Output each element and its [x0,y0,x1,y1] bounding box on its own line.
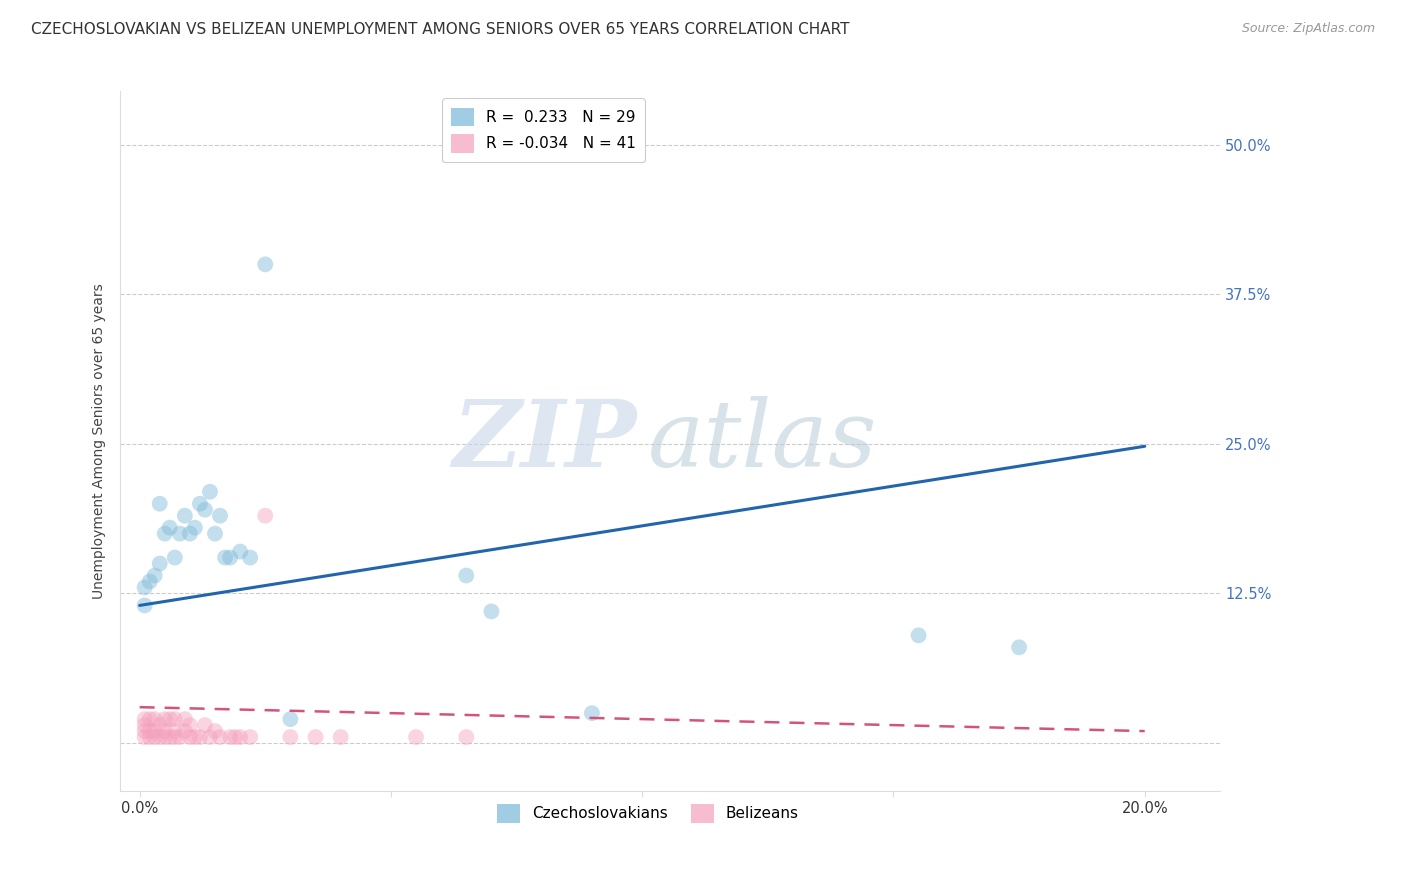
Point [329,730,352,744]
Point [153,526,176,541]
Point [456,730,478,744]
Point [208,508,231,523]
Point [134,724,156,739]
Point [163,550,186,565]
Point [208,730,231,744]
Point [173,712,195,726]
Point [159,521,181,535]
Point [179,526,201,541]
Text: CZECHOSLOVAKIAN VS BELIZEAN UNEMPLOYMENT AMONG SENIORS OVER 65 YEARS CORRELATION: CZECHOSLOVAKIAN VS BELIZEAN UNEMPLOYMENT… [31,22,849,37]
Point [304,730,326,744]
Point [179,730,201,744]
Point [280,712,302,726]
Point [229,544,252,558]
Point [907,628,929,642]
Point [169,526,191,541]
Point [198,730,221,744]
Text: atlas: atlas [648,396,877,486]
Point [204,724,226,739]
Point [229,730,252,744]
Point [143,730,166,744]
Point [280,730,302,744]
Point [163,730,186,744]
Point [149,730,172,744]
Point [138,724,160,739]
Legend: Czechoslovakians, Belizeans: Czechoslovakians, Belizeans [491,798,804,829]
Point [179,718,201,732]
Point [134,712,156,726]
Point [159,712,181,726]
Point [163,712,186,726]
Point [188,497,211,511]
Point [143,712,166,726]
Text: ZIP: ZIP [453,396,637,486]
Point [138,712,160,726]
Point [214,550,236,565]
Point [239,550,262,565]
Point [163,724,186,739]
Point [254,257,277,271]
Point [159,730,181,744]
Point [184,521,207,535]
Point [143,724,166,739]
Point [134,581,156,595]
Y-axis label: Unemployment Among Seniors over 65 years: Unemployment Among Seniors over 65 years [93,283,107,599]
Point [173,508,195,523]
Point [149,497,172,511]
Point [194,502,217,516]
Point [143,568,166,582]
Point [405,730,427,744]
Point [456,568,478,582]
Point [188,730,211,744]
Point [169,730,191,744]
Point [149,718,172,732]
Point [153,730,176,744]
Point [149,557,172,571]
Point [134,718,156,732]
Point [239,730,262,744]
Point [581,706,603,720]
Point [184,730,207,744]
Point [224,730,246,744]
Point [153,724,176,739]
Point [138,574,160,589]
Point [194,718,217,732]
Point [134,730,156,744]
Point [481,604,503,618]
Point [219,550,242,565]
Text: Source: ZipAtlas.com: Source: ZipAtlas.com [1241,22,1375,36]
Point [134,599,156,613]
Point [219,730,242,744]
Point [204,526,226,541]
Point [198,484,221,499]
Point [138,730,160,744]
Point [173,724,195,739]
Point [254,508,277,523]
Point [153,712,176,726]
Point [1008,640,1031,655]
